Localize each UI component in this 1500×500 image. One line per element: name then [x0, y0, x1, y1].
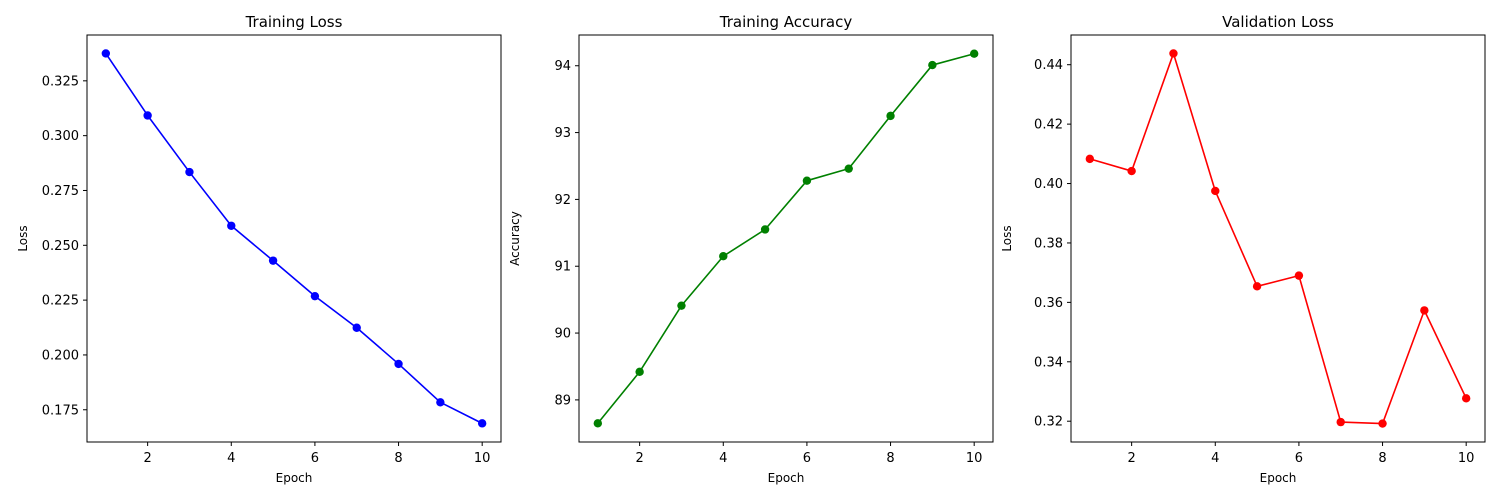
- x-tick-label: 10: [1458, 451, 1475, 466]
- data-point: [1252, 282, 1262, 291]
- y-tick-label: 0.34: [1034, 355, 1063, 370]
- data-point: [1211, 186, 1220, 196]
- x-tick-label: 2: [143, 451, 151, 466]
- data-point: [593, 419, 603, 428]
- data-point: [802, 176, 812, 185]
- data-point: [101, 49, 111, 58]
- chart-panel-2: Training Accuracy 2 4 6 8 10 89 90 91 92 93 94 Epoch…: [508, 13, 994, 485]
- data-point: [1127, 166, 1136, 176]
- data-point: [1294, 271, 1304, 280]
- x-tick-label: 10: [474, 451, 491, 466]
- y-axis-label: Loss: [16, 225, 30, 251]
- data-point: [227, 221, 236, 230]
- y-tick-label: 92: [554, 193, 571, 208]
- x-tick-label: 8: [886, 451, 894, 466]
- y-tick-label: 0.175: [42, 403, 79, 418]
- data-point: [719, 252, 728, 261]
- data-point: [928, 60, 937, 70]
- data-point: [844, 164, 853, 173]
- y-axis-label: Loss: [1000, 225, 1014, 251]
- data-point: [1420, 306, 1429, 315]
- x-tick-label: 2: [635, 451, 643, 466]
- y-tick-label: 0.32: [1034, 415, 1063, 430]
- data-point: [143, 111, 152, 120]
- y-tick-label: 89: [554, 393, 571, 408]
- x-tick-label: 6: [1295, 451, 1303, 466]
- data-point: [268, 256, 278, 265]
- series-line: [105, 52, 483, 425]
- chart-title: Training Loss: [245, 13, 343, 31]
- x-axis-label: Epoch: [768, 471, 805, 485]
- x-tick-label: 4: [1211, 451, 1219, 466]
- y-tick-label: 0.36: [1034, 296, 1063, 311]
- data-point: [969, 49, 979, 58]
- y-tick-label: 0.300: [42, 129, 79, 144]
- y-tick-label: 0.40: [1034, 177, 1063, 192]
- y-tick-label: 91: [554, 260, 571, 275]
- y-tick-label: 0.225: [42, 294, 79, 309]
- series-line: [597, 52, 975, 424]
- data-point: [477, 419, 487, 428]
- data-point: [635, 367, 644, 377]
- x-tick-label: 2: [1127, 451, 1135, 466]
- data-point: [1169, 49, 1178, 58]
- y-tick-label: 0.325: [42, 74, 79, 89]
- x-axis-label: Epoch: [1260, 471, 1297, 485]
- data-point: [436, 398, 445, 407]
- x-axis-label: Epoch: [276, 471, 313, 485]
- y-tick-label: 0.42: [1034, 118, 1063, 133]
- data-point: [394, 359, 403, 369]
- y-tick-label: 0.38: [1034, 236, 1063, 251]
- data-point: [185, 167, 194, 177]
- y-tick-label: 0.250: [42, 239, 79, 254]
- y-tick-label: 0.200: [42, 348, 79, 363]
- data-point: [760, 225, 770, 234]
- chart-title: Validation Loss: [1222, 13, 1334, 31]
- y-tick-label: 0.275: [42, 184, 79, 199]
- data-point: [677, 301, 686, 310]
- x-tick-label: 8: [394, 451, 402, 466]
- x-tick-label: 4: [227, 451, 235, 466]
- data-point: [1461, 394, 1471, 403]
- chart-panel-1: Training Loss 2 4 6 8 10 0.175 0.200 0.225 0.250 0…: [16, 13, 502, 485]
- x-tick-label: 6: [311, 451, 319, 466]
- chart-panel-3: Validation Loss 2 4 6 8 10 0.32 0.34 0.36 0.38 0.4…: [1000, 13, 1486, 485]
- x-tick-label: 8: [1378, 451, 1386, 466]
- y-tick-label: 94: [554, 59, 571, 74]
- data-point: [352, 323, 361, 332]
- data-point: [310, 291, 320, 301]
- x-tick-label: 6: [803, 451, 811, 466]
- y-axis-label: Accuracy: [508, 211, 522, 266]
- x-tick-label: 10: [966, 451, 983, 466]
- y-tick-label: 93: [554, 126, 571, 141]
- data-point: [886, 111, 895, 121]
- plot-area-frame: [1070, 34, 1486, 443]
- x-tick-label: 4: [719, 451, 727, 466]
- data-point: [1336, 417, 1345, 427]
- chart-title: Training Accuracy: [719, 13, 853, 31]
- plot-area-frame: [86, 34, 502, 443]
- plot-area-frame: [578, 34, 994, 443]
- data-point: [1378, 419, 1387, 428]
- data-point: [1085, 154, 1095, 164]
- y-tick-label: 90: [554, 327, 571, 342]
- y-tick-label: 0.44: [1034, 58, 1063, 73]
- series-line: [1089, 52, 1467, 425]
